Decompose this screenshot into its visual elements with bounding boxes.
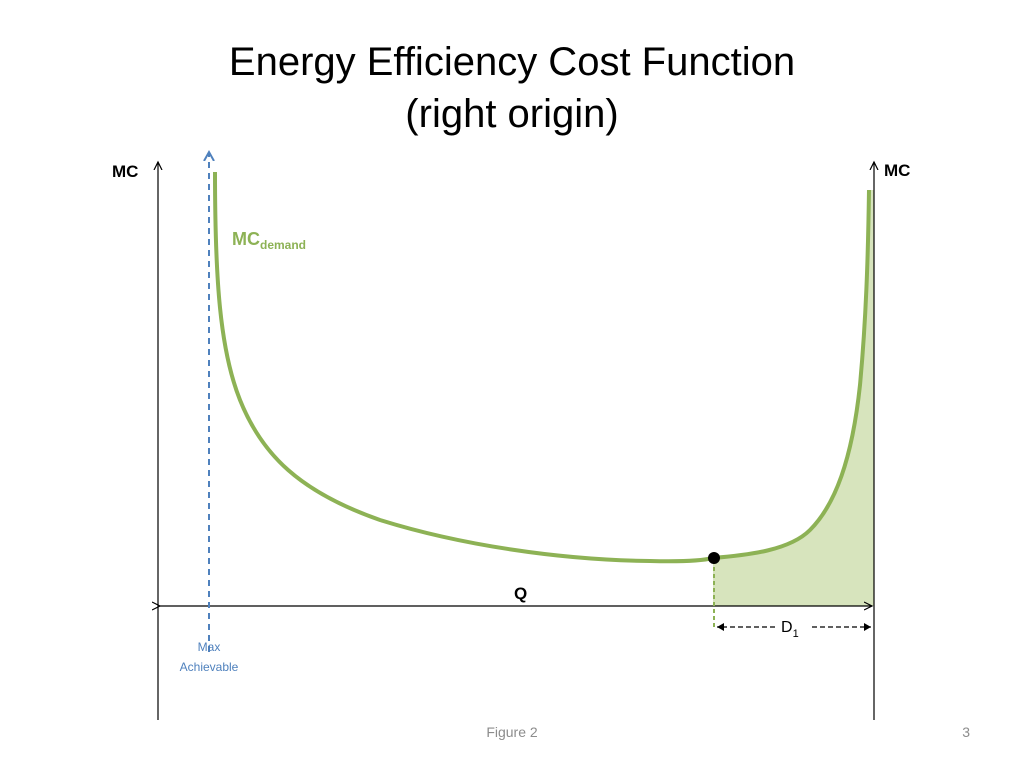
figure-caption: Figure 2 — [486, 724, 538, 740]
shaded-cost-area — [713, 190, 874, 606]
operating-point — [708, 552, 720, 564]
curve-label: MCdemand — [232, 229, 306, 252]
max-achievable-label-line1: Max — [198, 640, 221, 654]
mc-demand-curve — [213, 171, 871, 564]
d1-label-sub: 1 — [793, 628, 799, 640]
title-line-2: (right origin) — [405, 92, 619, 136]
right-axis-label: MC — [884, 161, 910, 180]
d1-label-main: D — [781, 619, 793, 636]
quantity-label: Q — [514, 584, 527, 603]
title-line-1: Energy Efficiency Cost Function — [228, 40, 796, 84]
page-number: 3 — [962, 724, 970, 740]
max-achievable-label-line2: Achievable — [180, 660, 239, 674]
left-axis-label: MC — [112, 162, 138, 181]
curve-label-sub: demand — [260, 238, 306, 252]
d1-label: D1 — [781, 619, 799, 640]
slide-title: Energy Efficiency Cost Function (right o… — [0, 36, 1024, 140]
curve-label-main: MC — [232, 229, 260, 249]
